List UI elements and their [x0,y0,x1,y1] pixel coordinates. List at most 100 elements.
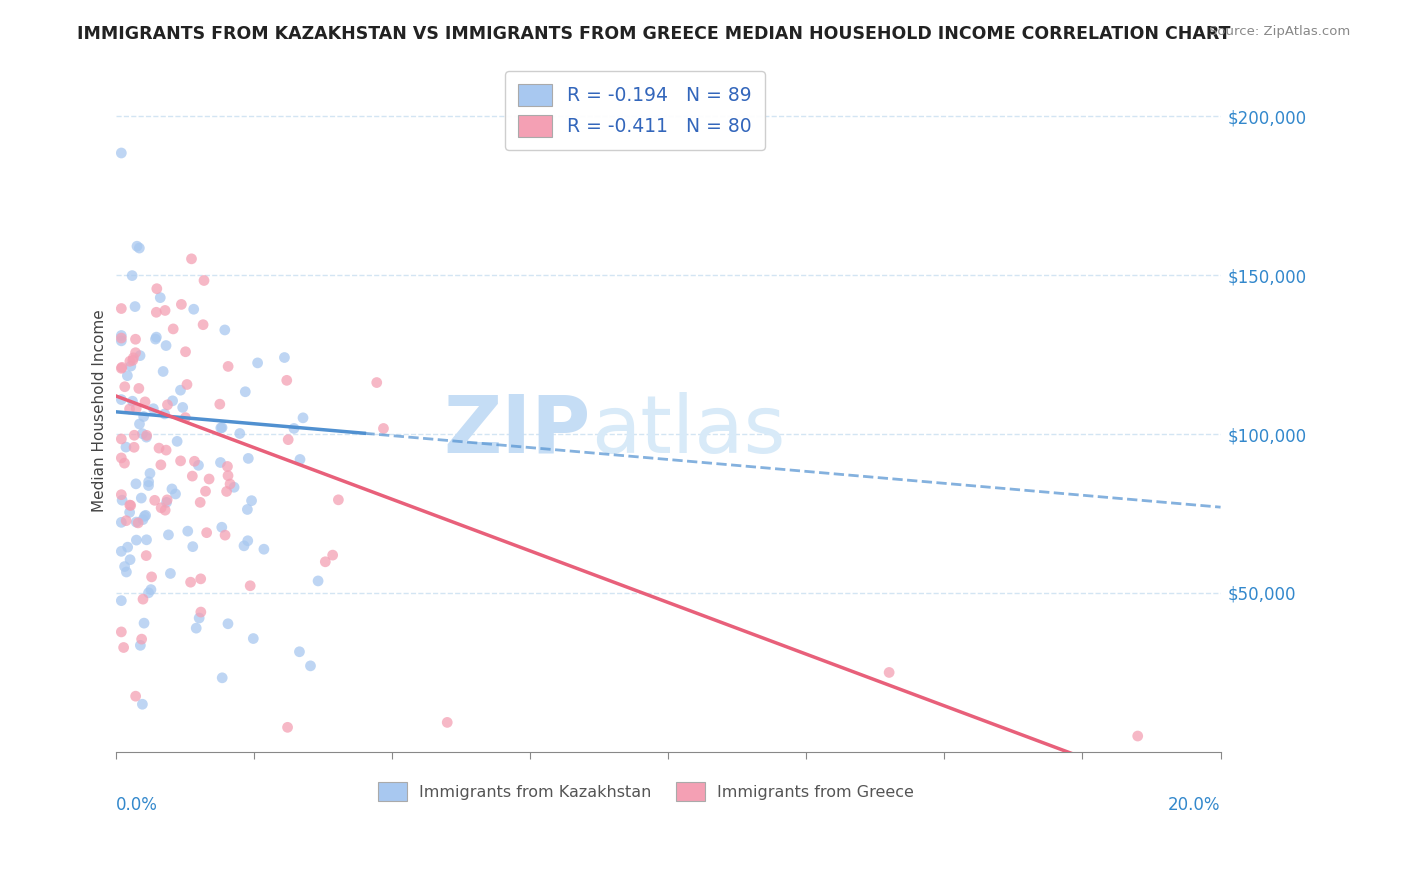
Point [132,592,155,607]
Point [165,487,187,501]
Point [121,268,143,283]
Point [110,328,132,343]
Point [166,434,188,449]
Point [124,300,146,314]
Point [233,539,256,553]
Point [128,241,150,255]
Point [170,297,193,311]
Point [114,559,136,574]
Point [131,698,153,712]
Point [208,397,231,411]
Point [209,455,232,469]
Point [112,640,135,655]
Point [148,441,170,455]
Point [242,632,264,646]
Point [124,332,146,346]
Point [110,432,132,446]
Point [162,322,184,336]
Point [110,593,132,607]
Point [181,469,204,483]
Point [143,493,166,508]
Point [328,492,350,507]
Point [314,555,336,569]
Point [211,671,233,685]
Point [120,552,142,566]
Point [277,433,299,447]
Point [135,428,157,442]
Point [160,482,183,496]
Point [110,392,132,407]
Point [194,484,217,499]
Point [180,575,202,590]
Legend: Immigrants from Kazakhstan, Immigrants from Greece: Immigrants from Kazakhstan, Immigrants f… [370,774,922,809]
Point [211,420,233,434]
Point [219,477,242,491]
Point [120,359,142,373]
Text: 20.0%: 20.0% [1168,797,1220,814]
Point [190,605,212,619]
Point [181,540,204,554]
Y-axis label: Median Household Income: Median Household Income [93,309,107,512]
Point [188,495,211,509]
Point [110,334,132,348]
Point [135,533,157,547]
Point [115,514,138,528]
Point [121,394,143,409]
Point [253,542,276,557]
Point [110,450,132,465]
Point [153,303,176,318]
Point [110,624,132,639]
Point [117,368,139,383]
Point [129,491,152,505]
Point [217,616,239,631]
Point [110,488,132,502]
Point [134,509,156,524]
Point [125,533,148,547]
Point [183,302,205,317]
Point [176,377,198,392]
Point [145,330,167,344]
Point [110,516,132,530]
Point [1126,729,1149,743]
Point [180,252,202,266]
Point [111,360,134,375]
Text: ZIP: ZIP [444,392,591,470]
Point [198,472,221,486]
Point [135,549,157,563]
Point [174,410,197,425]
Point [214,528,236,542]
Point [142,401,165,416]
Point [246,356,269,370]
Point [222,480,245,494]
Point [129,638,152,652]
Point [195,525,218,540]
Point [162,393,184,408]
Point [169,383,191,397]
Point [209,421,232,435]
Point [877,665,900,680]
Point [122,440,145,454]
Point [366,376,388,390]
Point [217,459,239,474]
Point [110,331,132,345]
Point [139,582,162,597]
Point [121,353,143,368]
Point [131,426,153,441]
Point [152,364,174,378]
Point [156,398,179,412]
Point [111,493,134,508]
Point [373,421,395,435]
Point [128,381,150,395]
Point [183,454,205,468]
Point [125,515,148,529]
Point [110,361,132,376]
Point [155,338,177,352]
Point [288,452,311,467]
Point [110,146,132,161]
Point [215,484,238,499]
Point [146,282,169,296]
Point [239,579,262,593]
Point [114,380,136,394]
Point [124,689,146,703]
Point [145,332,167,346]
